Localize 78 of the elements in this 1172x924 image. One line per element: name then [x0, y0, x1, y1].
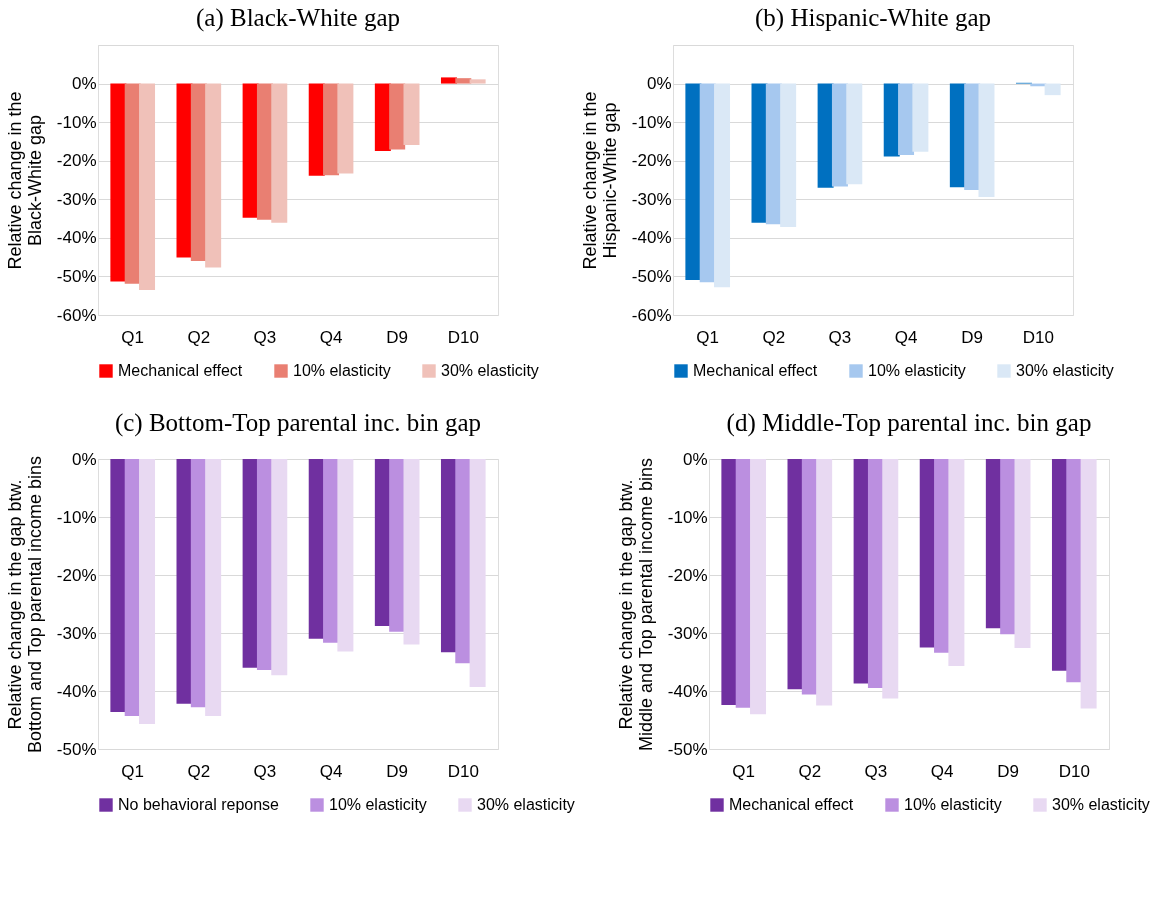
y-tick-label: -10%	[631, 112, 672, 132]
y-axis-title: Relative change in the Hispanic-White gap	[579, 91, 620, 270]
x-tick-label: Q1	[121, 761, 145, 781]
bar	[455, 78, 472, 84]
x-tick-label: Q3	[253, 761, 277, 781]
bar	[469, 79, 486, 84]
x-tick-label: Q2	[762, 327, 786, 347]
y-tick-label: -40%	[56, 228, 97, 248]
legend-label: No behavioral reponse	[118, 796, 280, 813]
x-tick-label: D9	[997, 761, 1020, 781]
x-tick-label: Q1	[732, 761, 756, 781]
y-tick-label: 0%	[71, 449, 97, 469]
bar	[205, 83, 222, 268]
y-tick-label: -50%	[56, 739, 97, 759]
legend-label: 30% elasticity	[1052, 796, 1150, 813]
legend-label: 10% elasticity	[904, 796, 1002, 813]
y-tick-label: -10%	[667, 507, 708, 527]
legend-label: 10% elasticity	[293, 362, 391, 379]
bar	[403, 83, 420, 145]
x-tick-label: Q4	[319, 761, 343, 781]
y-tick-label: -60%	[56, 305, 97, 325]
y-axis-title: Relative change in the Black-White gap	[4, 91, 45, 270]
bar	[110, 83, 127, 282]
legend-label: Mechanical effect	[118, 362, 243, 379]
x-tick-label: D10	[447, 761, 479, 781]
chart-title: (d) Middle-Top parental inc. bin gap	[726, 409, 1092, 437]
y-tick-label: -30%	[56, 189, 97, 209]
bar	[337, 83, 354, 174]
y-tick-label: -10%	[56, 112, 97, 132]
x-tick-label: D10	[447, 327, 479, 347]
x-tick-label: Q3	[253, 327, 277, 347]
y-tick-label: -40%	[667, 681, 708, 701]
y-tick-label: -10%	[56, 507, 97, 527]
y-tick-label: -20%	[56, 565, 97, 585]
y-axis-title: Relative change in the gap btw. Middle and Top parental income bins	[615, 458, 656, 751]
y-tick-label: -50%	[631, 266, 672, 286]
x-tick-label: Q2	[187, 327, 211, 347]
x-tick-label: Q3	[864, 761, 888, 781]
y-axis-title: Relative change in the gap btw. Bottom and Top parental income bins	[4, 456, 45, 753]
chart-title: (a) Black-White gap	[195, 4, 401, 32]
x-tick-label: D9	[386, 327, 409, 347]
legend-label: 30% elasticity	[1016, 362, 1114, 379]
y-tick-label: -60%	[631, 305, 672, 325]
bar	[271, 83, 288, 223]
x-tick-label: Q2	[798, 761, 822, 781]
legend-label: 10% elasticity	[329, 796, 427, 813]
y-tick-label: -50%	[56, 266, 97, 286]
legend-label: Mechanical effect	[729, 796, 854, 813]
legend-label: 30% elasticity	[441, 362, 539, 379]
y-tick-label: -30%	[631, 189, 672, 209]
y-tick-label: 0%	[682, 449, 708, 469]
chart-title: (b) Hispanic-White gap	[754, 4, 992, 32]
y-tick-label: -40%	[56, 681, 97, 701]
x-tick-label: Q3	[828, 327, 852, 347]
x-tick-label: Q1	[121, 327, 145, 347]
x-tick-label: Q4	[894, 327, 918, 347]
x-tick-label: D10	[1022, 327, 1054, 347]
y-tick-label: -20%	[667, 565, 708, 585]
y-tick-label: 0%	[646, 74, 672, 94]
bar	[139, 83, 156, 290]
chart-title: (c) Bottom-Top parental inc. bin gap	[114, 409, 482, 437]
y-tick-label: -30%	[56, 623, 97, 643]
x-tick-label: D10	[1058, 761, 1090, 781]
y-tick-label: -40%	[631, 228, 672, 248]
x-tick-label: Q4	[930, 761, 954, 781]
x-tick-label: Q1	[696, 327, 720, 347]
x-tick-label: D9	[961, 327, 984, 347]
y-tick-label: -50%	[667, 739, 708, 759]
y-tick-label: 0%	[71, 74, 97, 94]
y-tick-label: -20%	[631, 151, 672, 171]
legend-label: 30% elasticity	[477, 796, 575, 813]
legend-label: 10% elasticity	[868, 362, 966, 379]
x-tick-label: D9	[386, 761, 409, 781]
legend-label: Mechanical effect	[693, 362, 818, 379]
x-tick-label: Q2	[187, 761, 211, 781]
x-tick-label: Q4	[319, 327, 343, 347]
y-tick-label: -30%	[667, 623, 708, 643]
y-tick-label: -20%	[56, 151, 97, 171]
